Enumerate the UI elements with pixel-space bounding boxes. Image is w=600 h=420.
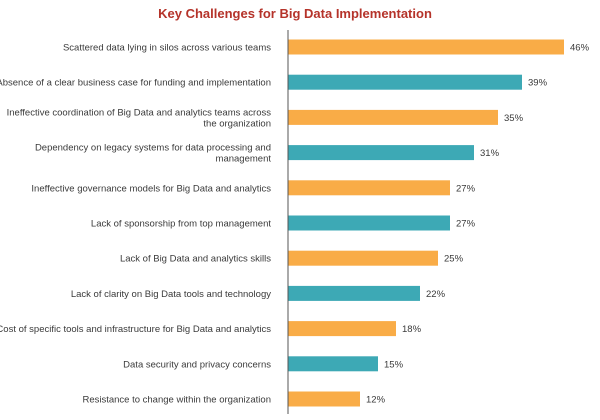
category-label-line: Lack of Big Data and analytics skills xyxy=(120,254,271,265)
value-label: 31% xyxy=(480,148,500,159)
bar xyxy=(288,215,450,231)
value-label: 15% xyxy=(384,359,404,370)
category-label: Ineffective governance models for Big Da… xyxy=(31,183,271,194)
category-label: Lack of Big Data and analytics skills xyxy=(120,254,271,265)
category-label-line: management xyxy=(216,154,272,165)
category-label-line: Resistance to change within the organiza… xyxy=(82,395,271,406)
category-label: Data security and privacy concerns xyxy=(123,359,271,370)
bar xyxy=(288,145,474,161)
category-label-line: Absence of a clear business case for fun… xyxy=(0,78,271,89)
bar xyxy=(288,250,438,266)
bar xyxy=(288,39,564,55)
bar xyxy=(288,180,450,196)
value-label: 39% xyxy=(528,78,548,89)
bar xyxy=(288,109,498,125)
category-label-line: Ineffective governance models for Big Da… xyxy=(31,183,271,194)
chart-title: Key Challenges for Big Data Implementati… xyxy=(158,6,432,21)
bar xyxy=(288,285,420,301)
category-label-line: Cost of specific tools and infrastructur… xyxy=(0,324,271,335)
value-label: 35% xyxy=(504,113,524,124)
value-label: 27% xyxy=(456,183,476,194)
category-label: Dependency on legacy systems for data pr… xyxy=(35,143,271,165)
category-label-line: Scattered data lying in silos across var… xyxy=(63,43,271,54)
category-label-line: Data security and privacy concerns xyxy=(123,359,271,370)
value-labels-group: 46% 39% 35% 31% 27% 27% 25% 22% 18% 15% 12% xyxy=(366,43,590,406)
bar xyxy=(288,356,378,372)
category-label-line: Dependency on legacy systems for data pr… xyxy=(35,143,271,154)
category-label: Lack of clarity on Big Data tools and te… xyxy=(71,289,271,300)
category-label: Absence of a clear business case for fun… xyxy=(0,78,271,89)
value-label: 12% xyxy=(366,395,386,406)
category-label-line: the organization xyxy=(203,118,271,129)
category-label: Scattered data lying in silos across var… xyxy=(63,43,271,54)
value-label: 25% xyxy=(444,254,464,265)
category-label-line: Ineffective coordination of Big Data and… xyxy=(7,107,272,118)
category-label: Cost of specific tools and infrastructur… xyxy=(0,324,271,335)
value-label: 22% xyxy=(426,289,446,300)
category-label-line: Lack of clarity on Big Data tools and te… xyxy=(71,289,271,300)
bar xyxy=(288,321,396,337)
value-label: 27% xyxy=(456,219,476,230)
bar xyxy=(288,391,360,407)
category-label: Lack of sponsorship from top management xyxy=(91,219,271,230)
bar xyxy=(288,74,522,90)
category-label: Resistance to change within the organiza… xyxy=(82,395,271,406)
category-label: Ineffective coordination of Big Data and… xyxy=(7,107,272,129)
value-label: 18% xyxy=(402,324,422,335)
value-label: 46% xyxy=(570,43,590,54)
bars-group xyxy=(288,39,564,407)
category-label-line: Lack of sponsorship from top management xyxy=(91,219,271,230)
category-labels-group: Scattered data lying in silos across var… xyxy=(0,43,271,406)
